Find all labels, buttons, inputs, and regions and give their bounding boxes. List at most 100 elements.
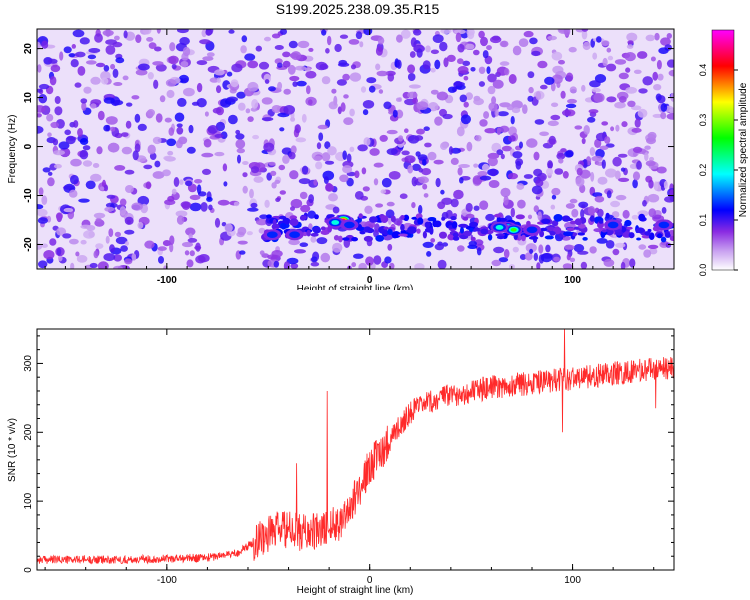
spectrogram-cell bbox=[177, 97, 187, 107]
spectrogram-cell bbox=[478, 66, 486, 75]
spectrogram-cell bbox=[601, 121, 609, 126]
spectrogram-cell bbox=[75, 251, 80, 257]
spectrogram-cell bbox=[442, 113, 453, 120]
spectrogram-band-cell bbox=[605, 212, 610, 219]
spectrogram-cell bbox=[490, 36, 502, 44]
spectrogram-cell bbox=[280, 29, 287, 35]
spectrogram-cell bbox=[342, 165, 353, 174]
spectrogram-cell bbox=[606, 96, 617, 103]
spectrogram-cell bbox=[47, 132, 52, 137]
spectrogram-cell bbox=[476, 247, 482, 256]
snr-y-tick-label: 300 bbox=[23, 355, 34, 372]
spectrogram-cell bbox=[642, 76, 653, 86]
spectrogram-cell bbox=[526, 138, 538, 148]
spectrogram-cell bbox=[301, 165, 309, 175]
spectrogram-cell bbox=[237, 240, 248, 245]
spectrogram-cell bbox=[289, 170, 299, 180]
spectrogram-cell bbox=[385, 70, 396, 76]
spectrogram-cell bbox=[351, 262, 357, 268]
spectrogram-cell bbox=[375, 46, 383, 56]
spectrogram-cell bbox=[486, 45, 492, 51]
spectrogram-cell bbox=[436, 91, 449, 101]
spectrogram-cell bbox=[580, 261, 588, 269]
spectrogram-cell bbox=[296, 80, 307, 87]
spectrogram-cell bbox=[669, 189, 674, 197]
spectrogram-cell bbox=[70, 59, 79, 68]
spectrogram-cell bbox=[457, 245, 465, 252]
spectrogram-cell bbox=[87, 54, 97, 60]
spectrogram-cell bbox=[124, 169, 135, 175]
spectrogram-x-tick-label: 100 bbox=[564, 275, 581, 286]
spectrogram-hot-spot bbox=[344, 221, 355, 229]
spectrogram-cell bbox=[423, 126, 430, 131]
spectrogram-cell bbox=[238, 102, 246, 111]
spectrogram-cell bbox=[576, 167, 583, 176]
spectrogram-cell bbox=[433, 159, 444, 165]
spectrogram-hot-spot bbox=[266, 231, 278, 238]
spectrogram-band-cell bbox=[272, 218, 277, 227]
spectrogram-band-cell bbox=[301, 215, 307, 220]
spectrogram-cell bbox=[58, 254, 63, 262]
spectrogram-band-cell bbox=[333, 235, 340, 241]
spectrogram-cell bbox=[277, 81, 283, 90]
spectrogram-band-cell bbox=[480, 228, 489, 235]
spectrogram-cell bbox=[157, 246, 167, 251]
colorbar-tick-label: 0.4 bbox=[698, 64, 708, 77]
spectrogram-cell bbox=[591, 155, 603, 162]
spectrogram-cell bbox=[292, 81, 298, 87]
spectrogram-cell bbox=[418, 176, 429, 184]
spectrogram-cell bbox=[119, 198, 127, 207]
spectrogram-x-tick-label: 0 bbox=[367, 275, 373, 286]
spectrogram-band-cell bbox=[433, 220, 442, 228]
spectrogram-cell bbox=[657, 73, 664, 81]
spectrogram-cell bbox=[605, 168, 617, 178]
spectrogram-cell bbox=[364, 205, 373, 214]
spectrogram-cell bbox=[313, 155, 323, 161]
spectrogram-cell bbox=[663, 180, 669, 190]
spectrogram-cell bbox=[540, 84, 548, 90]
spectrogram-cell bbox=[105, 45, 116, 55]
spectrogram-cell bbox=[404, 128, 409, 133]
spectrogram-band-cell bbox=[669, 236, 674, 241]
spectrogram-cell bbox=[137, 123, 147, 131]
spectrogram-cell bbox=[590, 171, 595, 182]
spectrogram-cell bbox=[103, 124, 110, 132]
spectrogram-cell bbox=[447, 86, 457, 93]
spectrogram-cell bbox=[113, 82, 123, 86]
spectrogram-cell bbox=[479, 119, 488, 127]
spectrogram-cell bbox=[396, 97, 402, 102]
spectrogram-band-cell bbox=[547, 226, 555, 232]
spectrogram-cell bbox=[558, 59, 565, 65]
spectrogram-cell bbox=[38, 187, 44, 196]
spectrogram-cell bbox=[308, 194, 314, 204]
spectrogram-cell bbox=[496, 149, 504, 156]
spectrogram-cell bbox=[189, 202, 202, 212]
spectrogram-cell bbox=[154, 46, 162, 52]
spectrogram-cell bbox=[407, 91, 418, 99]
spectrogram-cell bbox=[473, 98, 484, 106]
spectrogram-cell bbox=[163, 155, 173, 161]
snr-series-line bbox=[37, 329, 674, 565]
spectrogram-cell bbox=[55, 212, 63, 221]
spectrogram-cell bbox=[439, 41, 448, 52]
spectrogram-cell bbox=[331, 88, 337, 94]
spectrogram-cell bbox=[188, 124, 194, 134]
spectrogram-band-cell bbox=[571, 232, 578, 237]
spectrogram-cell bbox=[386, 148, 398, 156]
spectrogram-cell bbox=[458, 164, 470, 168]
spectrogram-cell bbox=[503, 195, 509, 206]
spectrogram-cell bbox=[644, 145, 651, 150]
spectrogram-cell bbox=[103, 253, 116, 262]
spectrogram-cell bbox=[290, 198, 303, 209]
spectrogram-cell bbox=[189, 194, 201, 201]
snr-panel: -100 0 100 0 100 200 300 Height of straight li… bbox=[7, 328, 675, 596]
spectrogram-cell bbox=[37, 64, 42, 73]
spectrogram-cell bbox=[435, 177, 441, 188]
spectrogram-cell bbox=[551, 102, 559, 108]
spectrogram-cell bbox=[289, 75, 300, 82]
spectrogram-cell bbox=[124, 258, 133, 265]
spectrogram-cell bbox=[53, 163, 62, 169]
spectrogram-cell bbox=[634, 118, 641, 128]
spectrogram-cell bbox=[41, 40, 49, 49]
spectrogram-cell bbox=[407, 73, 416, 81]
